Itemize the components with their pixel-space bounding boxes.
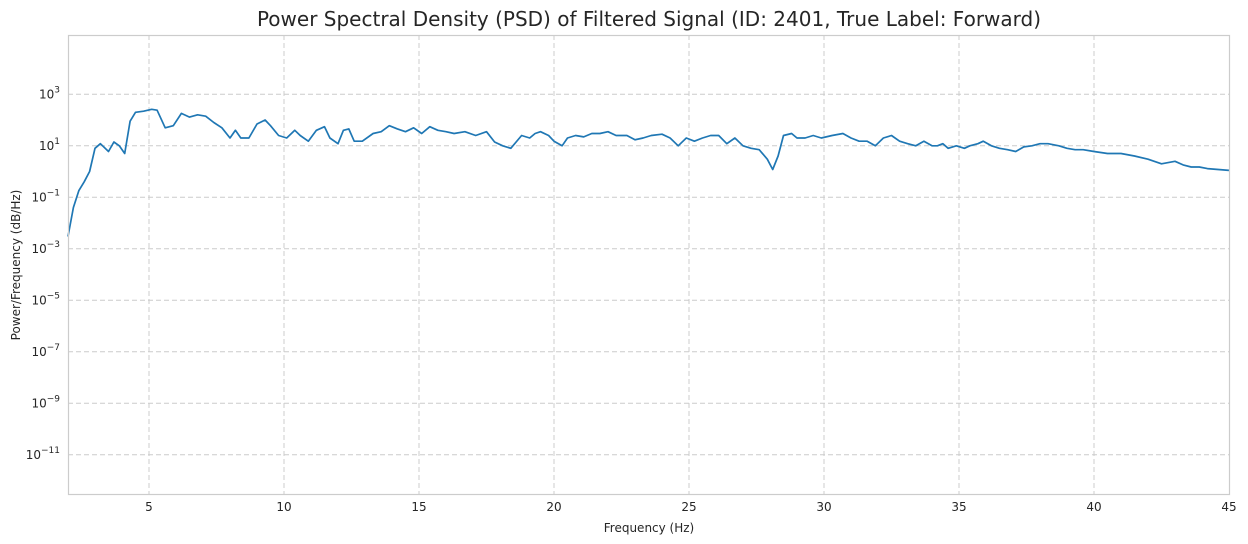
x-tick-label: 5 bbox=[145, 500, 153, 514]
grid bbox=[68, 35, 1229, 494]
chart-title: Power Spectral Density (PSD) of Filtered… bbox=[257, 7, 1041, 31]
y-axis-ticks: 103 101 10−1 10−3 10−5 10−7 10−9 10−11 bbox=[26, 85, 61, 462]
x-tick-label: 10 bbox=[276, 500, 291, 514]
y-tick-label: 10−5 bbox=[31, 291, 60, 307]
x-tick-label: 15 bbox=[411, 500, 426, 514]
x-tick-label: 40 bbox=[1086, 500, 1101, 514]
x-tick-label: 45 bbox=[1221, 500, 1236, 514]
x-axis-ticks: 5 10 15 20 25 30 35 40 45 bbox=[145, 500, 1236, 514]
y-tick-label: 101 bbox=[39, 137, 60, 153]
y-tick-label: 10−3 bbox=[31, 240, 60, 256]
y-tick-label: 10−9 bbox=[31, 394, 60, 410]
y-axis-label: Power/Frequency (dB/Hz) bbox=[9, 190, 23, 341]
x-tick-label: 25 bbox=[681, 500, 696, 514]
y-tick-label: 10−7 bbox=[31, 343, 60, 359]
x-tick-label: 30 bbox=[816, 500, 831, 514]
plot-frame bbox=[67, 34, 1231, 496]
psd-series-line bbox=[67, 108, 1230, 237]
series-layer bbox=[67, 108, 1230, 237]
x-axis-label: Frequency (Hz) bbox=[604, 521, 695, 535]
x-tick-label: 20 bbox=[546, 500, 561, 514]
y-tick-label: 10−1 bbox=[31, 188, 60, 204]
y-tick-label: 10−11 bbox=[26, 446, 60, 462]
y-tick-label: 103 bbox=[39, 85, 60, 101]
x-tick-label: 35 bbox=[951, 500, 966, 514]
